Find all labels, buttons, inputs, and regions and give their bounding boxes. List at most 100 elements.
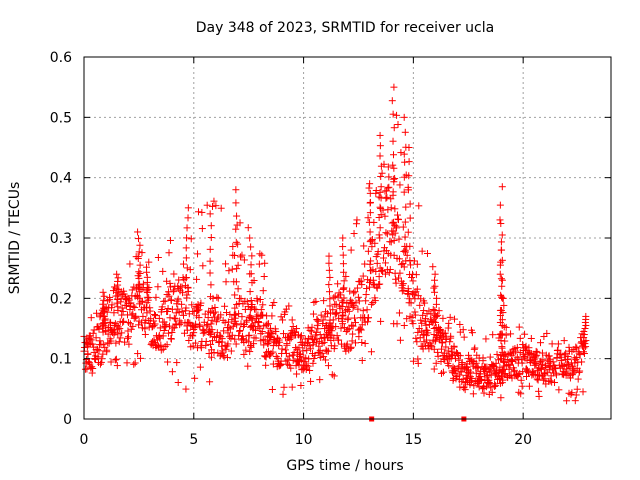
data-point xyxy=(87,336,95,344)
data-point xyxy=(430,345,438,353)
data-point xyxy=(351,288,359,296)
data-point xyxy=(240,256,248,264)
peak-point xyxy=(581,325,589,332)
data-point xyxy=(445,362,453,370)
peak-point xyxy=(404,285,412,293)
data-point xyxy=(303,362,311,370)
peak-point xyxy=(499,294,507,302)
data-point xyxy=(400,321,408,329)
peak-point xyxy=(499,309,507,317)
peak-point xyxy=(247,297,255,305)
peak-point xyxy=(232,238,240,246)
peak-point xyxy=(145,283,153,291)
data-point xyxy=(256,296,264,304)
data-point xyxy=(482,335,490,343)
data-point xyxy=(385,173,393,181)
data-point xyxy=(287,364,295,372)
data-point xyxy=(399,280,407,288)
data-point xyxy=(161,297,169,305)
x-tick-label: 0 xyxy=(80,432,89,448)
peak-point xyxy=(496,216,504,224)
peak-point xyxy=(498,183,506,191)
data-point xyxy=(138,297,146,305)
data-point xyxy=(110,309,118,317)
peak-point xyxy=(246,305,254,313)
peak-point xyxy=(142,263,150,271)
data-point xyxy=(192,339,200,347)
data-point xyxy=(243,298,251,306)
data-point xyxy=(183,326,191,334)
data-point xyxy=(359,307,367,315)
data-point xyxy=(442,343,450,351)
data-point xyxy=(520,352,528,360)
peak-point xyxy=(432,312,440,320)
data-point xyxy=(415,202,423,210)
data-point xyxy=(219,351,227,359)
data-point xyxy=(114,323,122,331)
peak-point xyxy=(500,351,508,359)
data-point xyxy=(150,322,158,330)
peak-point xyxy=(232,186,240,194)
data-point xyxy=(394,121,402,129)
data-point xyxy=(384,163,392,171)
data-point xyxy=(129,322,137,330)
data-point xyxy=(337,324,345,332)
data-point xyxy=(259,301,267,309)
data-point xyxy=(539,376,547,384)
data-point xyxy=(330,372,338,380)
data-point xyxy=(409,320,417,328)
data-point xyxy=(480,389,488,397)
data-point xyxy=(172,309,180,317)
data-point xyxy=(439,368,447,376)
peak-point xyxy=(401,233,409,241)
data-point xyxy=(445,319,453,327)
data-point xyxy=(350,289,358,297)
data-point xyxy=(121,338,129,346)
peak-point xyxy=(400,173,408,181)
data-point xyxy=(165,329,173,337)
data-point xyxy=(314,325,322,333)
data-point xyxy=(126,260,134,268)
peak-point xyxy=(406,256,414,264)
peak-point xyxy=(206,210,214,218)
data-point xyxy=(430,317,438,325)
data-point xyxy=(382,194,390,202)
data-point xyxy=(261,259,269,267)
peak-point xyxy=(431,270,439,278)
peak-point xyxy=(114,303,122,311)
peak-point xyxy=(377,183,385,191)
data-point xyxy=(461,386,469,394)
peak-point xyxy=(233,212,241,220)
peak-point xyxy=(340,294,348,302)
data-point xyxy=(525,344,533,352)
peak-point xyxy=(143,289,151,297)
peak-point xyxy=(134,281,142,289)
data-point xyxy=(193,275,201,283)
peak-point xyxy=(325,252,333,260)
peak-point xyxy=(500,301,508,309)
peak-point xyxy=(99,312,107,320)
peak-point xyxy=(184,204,192,212)
data-point xyxy=(493,350,501,358)
data-point xyxy=(349,330,357,338)
data-point xyxy=(573,353,581,361)
peak-point xyxy=(206,245,214,253)
data-point xyxy=(549,358,557,366)
peak-point xyxy=(366,180,374,188)
peak-point xyxy=(366,189,374,197)
data-point xyxy=(467,356,475,364)
data-point xyxy=(396,181,404,189)
data-point xyxy=(317,311,325,319)
data-point xyxy=(204,321,212,329)
data-point xyxy=(237,295,245,303)
data-point xyxy=(116,334,124,342)
data-point xyxy=(276,338,284,346)
data-point xyxy=(528,369,536,377)
peak-point xyxy=(498,282,506,290)
data-point xyxy=(580,350,588,358)
data-point xyxy=(168,328,176,336)
data-point xyxy=(255,318,263,326)
data-point xyxy=(378,169,386,177)
peak-point xyxy=(366,199,374,207)
data-point xyxy=(324,347,332,355)
